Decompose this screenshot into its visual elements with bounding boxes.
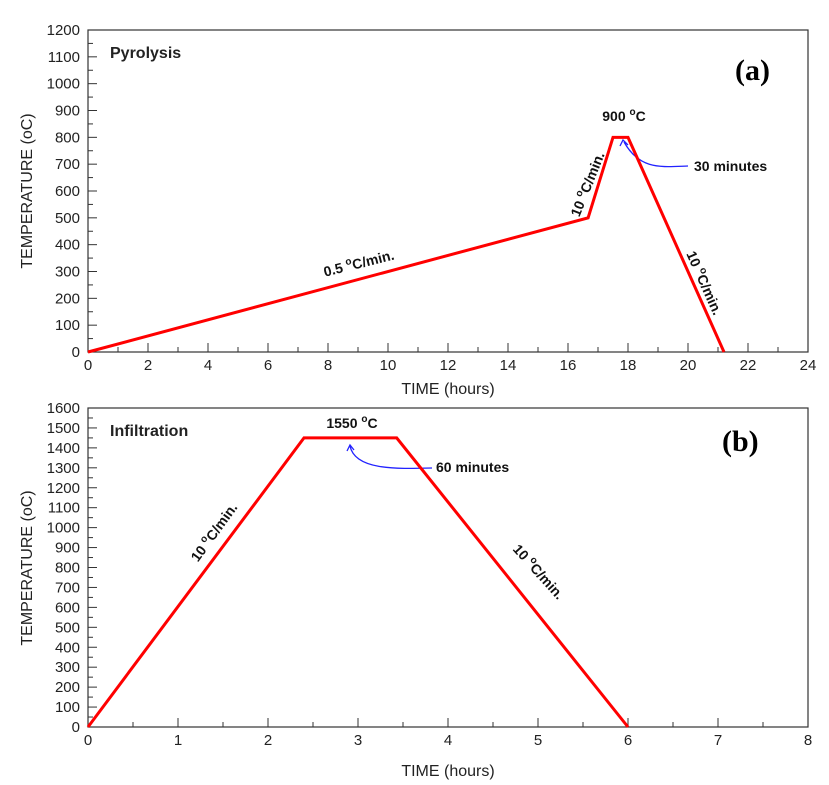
y-tick-label: 700 xyxy=(55,579,80,596)
hold-arrow xyxy=(619,138,689,168)
y-tick-label: 1500 xyxy=(47,420,80,437)
x-tick-label: 0 xyxy=(84,732,92,749)
annotation-hold: 60 minutes xyxy=(436,459,509,475)
x-tick-label: 7 xyxy=(714,732,722,749)
x-tick-label: 8 xyxy=(804,732,812,749)
y-tick-label: 200 xyxy=(55,290,80,307)
y-tick-label: 900 xyxy=(55,540,80,557)
y-tick-label: 1000 xyxy=(47,76,80,93)
annotation-hold: 30 minutes xyxy=(694,158,767,174)
x-tick-label: 6 xyxy=(624,732,632,749)
x-tick-label: 4 xyxy=(444,732,452,749)
x-tick-label: 8 xyxy=(324,357,332,374)
panel-a-ylabel: TEMPERATURE (oC) xyxy=(19,113,36,268)
panel-b-title: Infiltration xyxy=(110,423,188,440)
panel-b-ylabel: TEMPERATURE (oC) xyxy=(19,490,36,645)
x-tick-label: 18 xyxy=(620,357,637,374)
y-tick-label: 600 xyxy=(55,599,80,616)
y-tick-label: 500 xyxy=(55,619,80,636)
x-tick-label: 24 xyxy=(800,357,817,374)
annotation-cool: 10 oC/min. xyxy=(510,540,568,602)
panel-a-title: Pyrolysis xyxy=(110,45,181,62)
panel-a: Pyrolysis (a) TIME (hours) TEMPERATURE (… xyxy=(19,22,816,398)
x-tick-label: 1 xyxy=(174,732,182,749)
y-tick-label: 1000 xyxy=(47,520,80,537)
y-tick-label: 1200 xyxy=(47,22,80,39)
x-tick-label: 20 xyxy=(680,357,697,374)
x-tick-label: 3 xyxy=(354,732,362,749)
x-tick-label: 16 xyxy=(560,357,577,374)
y-tick-label: 1100 xyxy=(48,49,80,66)
y-tick-label: 900 xyxy=(55,103,80,120)
y-tick-label: 1300 xyxy=(47,460,80,477)
panel-b: Infiltration (b) TIME (hours) TEMPERATUR… xyxy=(19,400,812,780)
annotation-peak: 900 oC xyxy=(602,107,645,124)
y-tick-label: 1600 xyxy=(47,400,80,417)
annotation-ramp1: 0.5 oC/min. xyxy=(322,246,396,280)
x-tick-label: 10 xyxy=(380,357,397,374)
y-tick-label: 0 xyxy=(72,344,80,361)
x-tick-label: 2 xyxy=(144,357,152,374)
temperature-profile-line xyxy=(86,436,630,728)
x-tick-label: 2 xyxy=(264,732,272,749)
y-tick-label: 1100 xyxy=(48,500,80,517)
y-tick-label: 800 xyxy=(55,560,80,577)
y-tick-label: 400 xyxy=(55,237,80,254)
y-tick-label: 600 xyxy=(55,183,80,200)
panel-a-tag: (a) xyxy=(735,54,770,87)
y-tick-label: 1200 xyxy=(47,480,80,497)
panel-b-tag: (b) xyxy=(722,425,759,458)
panel-b-xlabel: TIME (hours) xyxy=(401,763,494,780)
y-tick-label: 200 xyxy=(55,679,80,696)
temperature-profile-line xyxy=(87,135,726,354)
annotation-ramp2: 10 oC/min. xyxy=(566,149,607,219)
plot-frame xyxy=(87,407,809,728)
plot-frame xyxy=(87,29,809,353)
y-tick-label: 300 xyxy=(55,264,80,281)
x-tick-label: 22 xyxy=(740,357,757,374)
y-tick-label: 100 xyxy=(55,317,80,334)
x-tick-label: 0 xyxy=(84,357,92,374)
y-tick-label: 800 xyxy=(55,129,80,146)
y-tick-label: 500 xyxy=(55,210,80,227)
panel-a-xlabel: TIME (hours) xyxy=(401,381,494,398)
y-tick-label: 700 xyxy=(55,156,80,173)
y-tick-label: 1400 xyxy=(47,440,80,457)
x-tick-label: 14 xyxy=(500,357,517,374)
y-tick-label: 100 xyxy=(55,699,80,716)
annotation-peak: 1550 oC xyxy=(326,414,377,431)
x-tick-label: 12 xyxy=(440,357,457,374)
y-tick-label: 400 xyxy=(55,639,80,656)
y-tick-label: 0 xyxy=(72,719,80,736)
x-tick-label: 6 xyxy=(264,357,272,374)
y-tick-label: 300 xyxy=(55,659,80,676)
x-tick-label: 5 xyxy=(534,732,542,749)
x-tick-label: 4 xyxy=(204,357,212,374)
